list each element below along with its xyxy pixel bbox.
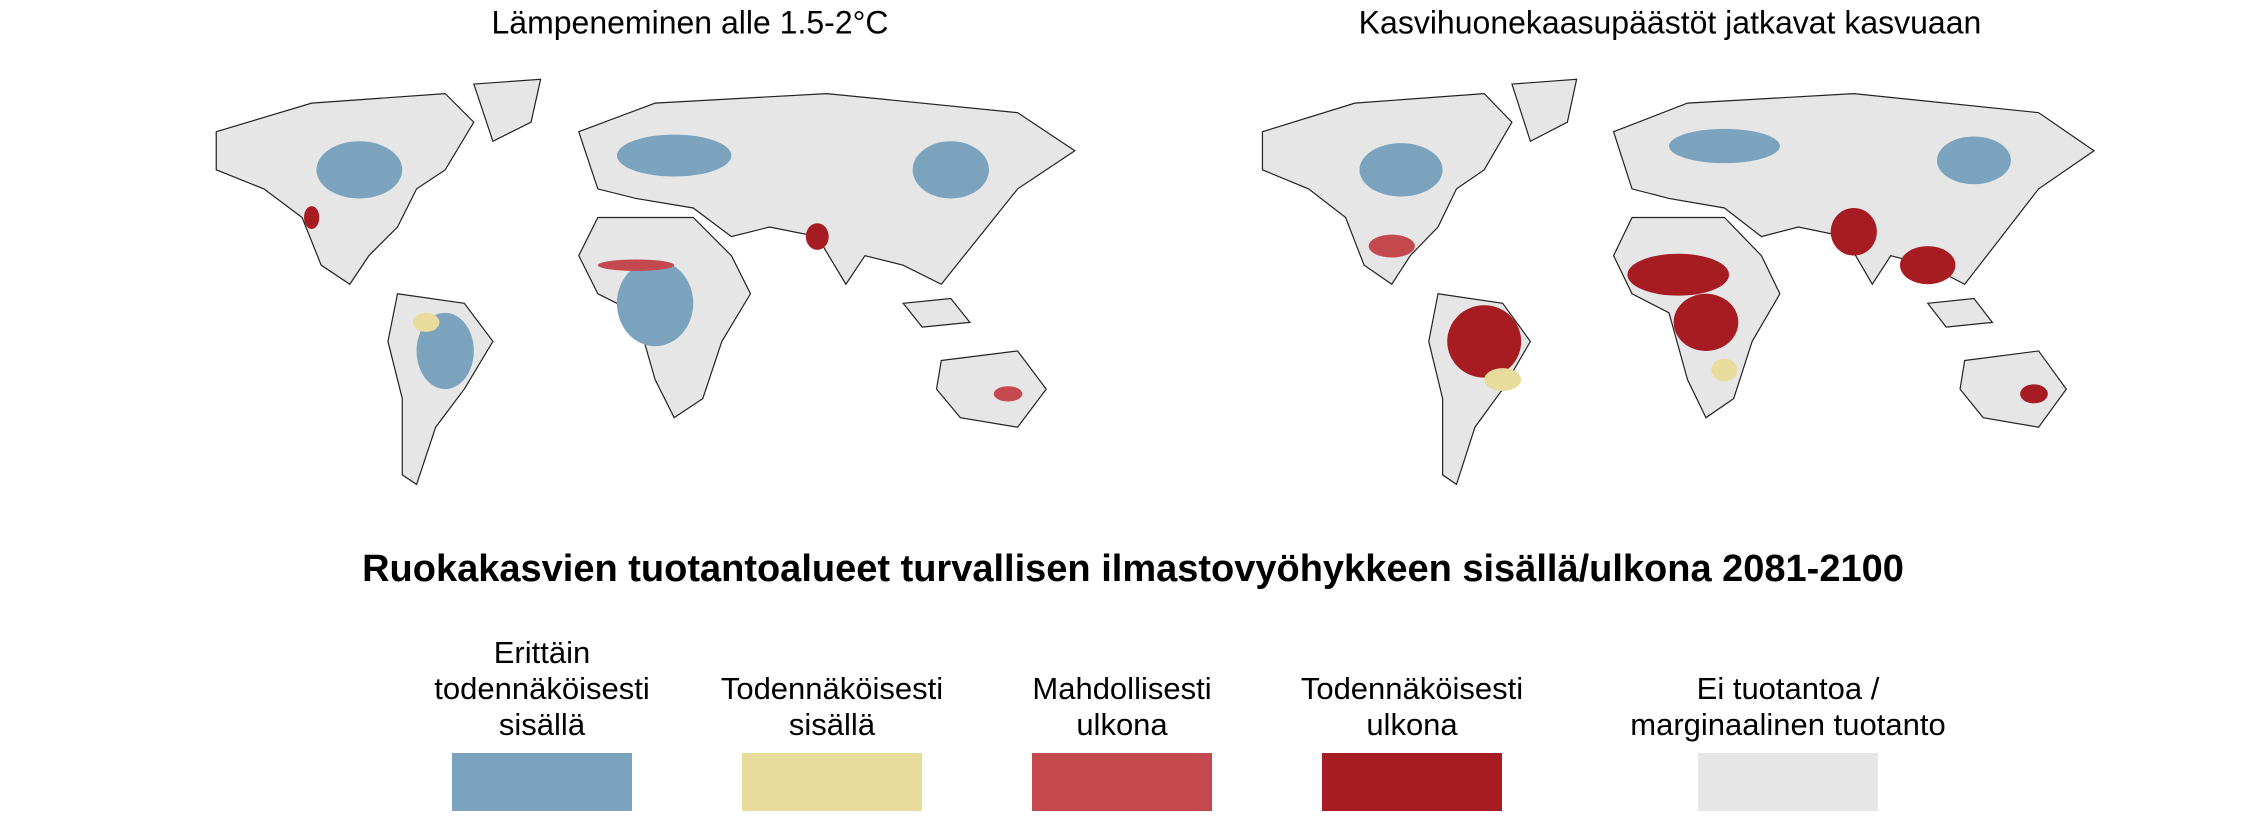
region [993, 386, 1023, 402]
region [1447, 305, 1522, 378]
legend: ErittäintodennäköisestisisälläTodennäköi… [434, 635, 1946, 811]
region [616, 134, 732, 177]
map-left [215, 78, 1076, 485]
region [1900, 246, 1956, 285]
region [1830, 207, 1877, 256]
region [304, 206, 320, 229]
region [1936, 136, 2011, 185]
legend-label: Ei tuotantoa / [1697, 671, 1880, 706]
legend-swatch [1698, 753, 1878, 811]
legend-label: ulkona [1366, 707, 1458, 742]
legend-label: Mahdollisesti [1032, 671, 1211, 706]
legend-swatch [742, 753, 922, 811]
region [597, 259, 675, 271]
legend-label: Todennäköisesti [1301, 671, 1523, 706]
map-patches [1359, 128, 2048, 404]
region [805, 223, 829, 250]
region [1673, 293, 1739, 351]
map-patches [304, 134, 1023, 402]
region [2020, 384, 2048, 404]
map-title: Kasvihuonekaasupäästöt jatkavat kasvuaan [1359, 4, 1982, 40]
region [1368, 234, 1415, 258]
region [416, 312, 474, 390]
legend-swatch [452, 753, 632, 811]
legend-label: marginaalinen tuotanto [1630, 707, 1945, 742]
legend-swatch [1322, 753, 1502, 811]
map-title: Lämpeneminen alle 1.5-2°C [491, 4, 888, 40]
caption: Ruokakasvien tuotantoalueet turvallisen … [362, 548, 1904, 590]
map-right [1261, 78, 2095, 485]
region [1669, 128, 1780, 164]
region [1627, 253, 1730, 296]
region [1484, 368, 1522, 391]
region [1359, 143, 1443, 197]
legend-swatch [1032, 753, 1212, 811]
region [412, 312, 440, 332]
region [912, 141, 989, 199]
legend-label: Erittäin [494, 635, 590, 670]
legend-label: ulkona [1076, 707, 1168, 742]
legend-label: Todennäköisesti [721, 671, 943, 706]
region [616, 260, 694, 347]
legend-label: sisällä [789, 707, 876, 742]
region [316, 141, 403, 199]
region [1711, 358, 1738, 382]
legend-label: sisällä [499, 707, 586, 742]
legend-label: todennäköisesti [434, 671, 649, 706]
